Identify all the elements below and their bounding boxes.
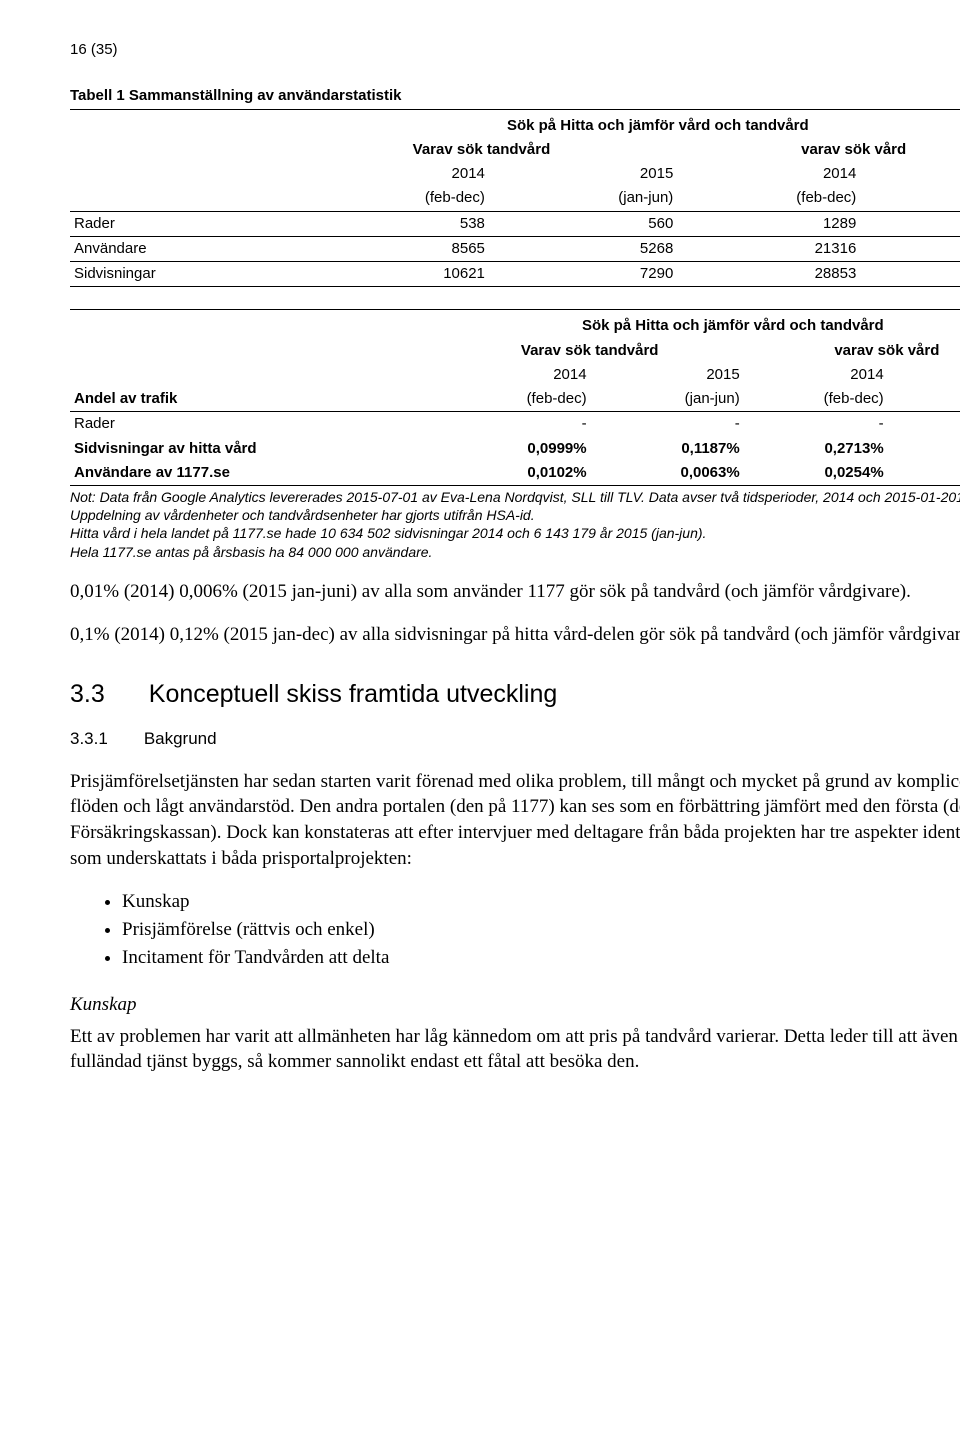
table2-r1-c4: 0,2896% — [888, 437, 960, 461]
table2-col1-period: (feb-dec) — [436, 387, 591, 412]
heading-3-3-1: 3.3.1 Bakgrund — [70, 728, 960, 751]
table2-group1: Varav sök tandvård — [436, 339, 744, 363]
bullet-item: Prisjämförelse (rättvis och enkel) — [122, 917, 960, 943]
table1-r0-c2: 560 — [489, 211, 677, 236]
table2-r1-label: Sidvisningar av hitta vård — [70, 437, 436, 461]
table2-r0-c2: - — [591, 412, 744, 437]
table2-r2-c1: 0,0102% — [436, 461, 591, 486]
table2-caption: Sök på Hitta och jämför vård och tandvår… — [436, 310, 960, 339]
table1-group1: Varav sök tandvård — [286, 138, 678, 162]
table-note: Not: Data från Google Analytics leverera… — [70, 488, 960, 561]
table1-r0-c4: 1290 — [860, 211, 960, 236]
table2-col1-year: 2014 — [436, 363, 591, 387]
table1-col4-year: 2015 — [860, 162, 960, 186]
table1-col2-year: 2015 — [489, 162, 677, 186]
table2-col2-period: (jan-jun) — [591, 387, 744, 412]
table2-col4-period: (jan-jun) — [888, 387, 960, 412]
table1-r0-label: Rader — [70, 211, 286, 236]
page-number: 16 (35) — [70, 40, 960, 60]
table1-col4-period: (jan-jun) — [860, 186, 960, 211]
table1-r1-c1: 8565 — [286, 236, 489, 261]
table2-r1-c3: 0,2713% — [744, 437, 888, 461]
table1-r1-label: Användare — [70, 236, 286, 261]
table2-col3-period: (feb-dec) — [744, 387, 888, 412]
heading-3-3-text: Konceptuell skiss framtida utveckling — [149, 678, 558, 712]
table2-r2-c3: 0,0254% — [744, 461, 888, 486]
subheading-kunskap: Kunskap — [70, 992, 960, 1018]
table1-r1-c4: 12780 — [860, 236, 960, 261]
table1-r1-c3: 21316 — [677, 236, 860, 261]
table1-r2-label: Sidvisningar — [70, 262, 286, 287]
table1-caption: Sök på Hitta och jämför vård och tandvår… — [286, 110, 960, 138]
table1-col1-year: 2014 — [286, 162, 489, 186]
table2-r2-c4: 0,0152% — [888, 461, 960, 486]
table1-r0-c1: 538 — [286, 211, 489, 236]
table1: Sök på Hitta och jämför vård och tandvår… — [70, 110, 960, 288]
paragraph-1: 0,01% (2014) 0,006% (2015 jan-juni) av a… — [70, 579, 960, 605]
paragraph-2: 0,1% (2014) 0,12% (2015 jan-dec) av alla… — [70, 622, 960, 648]
table2-r0-c1: - — [436, 412, 591, 437]
table1-r2-c2: 7290 — [489, 262, 677, 287]
table2-col3-year: 2014 — [744, 363, 888, 387]
table1-r2-c1: 10621 — [286, 262, 489, 287]
table2-r0-label: Rader — [70, 412, 436, 437]
table1-r1-c2: 5268 — [489, 236, 677, 261]
table1-r0-c3: 1289 — [677, 211, 860, 236]
table1-title: Tabell 1 Sammanställning av användarstat… — [70, 86, 960, 109]
table1-col3-period: (feb-dec) — [677, 186, 860, 211]
table1-group2: varav sök vård — [677, 138, 960, 162]
table2-r1-c2: 0,1187% — [591, 437, 744, 461]
table2-col4-year: 2015 — [888, 363, 960, 387]
paragraph-3: Prisjämförelsetjänsten har sedan starten… — [70, 769, 960, 872]
table2-r1-c1: 0,0999% — [436, 437, 591, 461]
table2-group2: varav sök vård — [744, 339, 960, 363]
table1-col3-year: 2014 — [677, 162, 860, 186]
table1-col2-period: (jan-jun) — [489, 186, 677, 211]
table2-col2-year: 2015 — [591, 363, 744, 387]
table2: Sök på Hitta och jämför vård och tandvår… — [70, 309, 960, 486]
table2-r2-label: Användare av 1177.se — [70, 461, 436, 486]
paragraph-4: Ett av problemen har varit att allmänhet… — [70, 1024, 960, 1075]
bullet-item: Incitament för Tandvården att delta — [122, 945, 960, 971]
heading-3-3-num: 3.3 — [70, 678, 105, 712]
heading-3-3: 3.3 Konceptuell skiss framtida utvecklin… — [70, 678, 960, 712]
table1-col1-period: (feb-dec) — [286, 186, 489, 211]
bullet-list: Kunskap Prisjämförelse (rättvis och enke… — [70, 889, 960, 970]
heading-3-3-1-text: Bakgrund — [144, 728, 217, 751]
bullet-item: Kunskap — [122, 889, 960, 915]
table2-r2-c2: 0,0063% — [591, 461, 744, 486]
table2-r0-c3: - — [744, 412, 888, 437]
heading-3-3-1-num: 3.3.1 — [70, 728, 108, 751]
table2-rowhead: Andel av trafik — [70, 387, 436, 412]
table1-r2-c4: 17790 — [860, 262, 960, 287]
table2-r0-c4: - — [888, 412, 960, 437]
table1-r2-c3: 28853 — [677, 262, 860, 287]
